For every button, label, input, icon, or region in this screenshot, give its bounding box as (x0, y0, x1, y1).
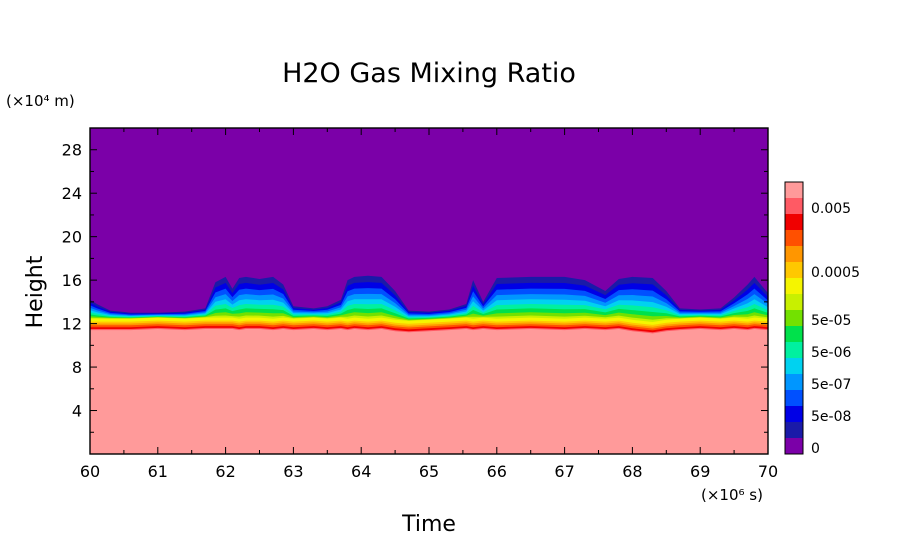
y-tick-label: 12 (62, 315, 82, 334)
x-tick-label: 70 (758, 462, 778, 481)
colorbar-swatch (785, 406, 803, 422)
x-tick-label: 65 (419, 462, 439, 481)
y-axis-title: Height (23, 255, 48, 328)
colorbar-label: 0.0005 (811, 265, 860, 281)
contour-band-16 (90, 329, 768, 454)
colorbar-swatch (785, 422, 803, 438)
x-tick-label: 68 (622, 462, 642, 481)
plot-area (89, 127, 769, 455)
colorbar-swatch (785, 198, 803, 214)
colorbar-swatch (785, 358, 803, 374)
x-tick-labels: 60 61 62 63 64 65 66 67 68 69 70 (80, 462, 778, 481)
colorbar-swatch (785, 374, 803, 390)
y-tick-label: 20 (62, 228, 82, 247)
colorbar-swatch (785, 262, 803, 278)
chart-title: H2O Gas Mixing Ratio (282, 58, 576, 89)
mixing-ratio-field (90, 128, 768, 454)
x-tick-label: 66 (487, 462, 507, 481)
x-axis-unit-label: (×10⁶ s) (701, 486, 763, 504)
y-tick-label: 16 (62, 271, 82, 290)
colorbar-swatch (785, 214, 803, 230)
colorbar-swatch (785, 294, 803, 310)
y-tick-label: 4 (72, 402, 82, 421)
x-tick-label: 60 (80, 462, 100, 481)
x-tick-label: 63 (283, 462, 303, 481)
colorbar-label: 0 (811, 441, 820, 457)
axis-ticks (89, 128, 769, 454)
y-tick-label: 8 (72, 358, 82, 377)
colorbar-swatch (785, 246, 803, 262)
colorbar-label: 5e-07 (811, 377, 851, 393)
x-tick-label: 61 (148, 462, 168, 481)
colorbar-label: 0.005 (811, 201, 851, 217)
colorbar-swatch (785, 326, 803, 342)
colorbar: 0 5e-08 5e-07 5e-06 5e-05 0.0005 0.005 (784, 181, 860, 457)
x-tick-label: 64 (351, 462, 371, 481)
plot-frame (89, 127, 769, 455)
x-tick-label: 67 (554, 462, 574, 481)
x-tick-label: 69 (690, 462, 710, 481)
x-tick-label: 62 (215, 462, 235, 481)
colorbar-swatch (785, 230, 803, 246)
colorbar-swatch (785, 390, 803, 406)
colorbar-swatch (785, 278, 803, 294)
colorbar-label: 5e-08 (811, 409, 851, 425)
x-axis-title: Time (401, 512, 456, 537)
y-tick-label: 24 (62, 184, 82, 203)
colorbar-swatch (785, 182, 803, 198)
y-tick-labels: 4 8 12 16 20 24 28 (62, 141, 82, 421)
colorbar-frame (784, 181, 804, 455)
y-tick-label: 28 (62, 141, 82, 160)
y-axis-unit-label: (×10⁴ m) (6, 92, 75, 110)
colorbar-swatch (785, 342, 803, 358)
colorbar-swatch (785, 310, 803, 326)
colorbar-label: 5e-06 (811, 345, 851, 361)
colorbar-swatch (785, 438, 803, 454)
colorbar-label: 5e-05 (811, 313, 851, 329)
